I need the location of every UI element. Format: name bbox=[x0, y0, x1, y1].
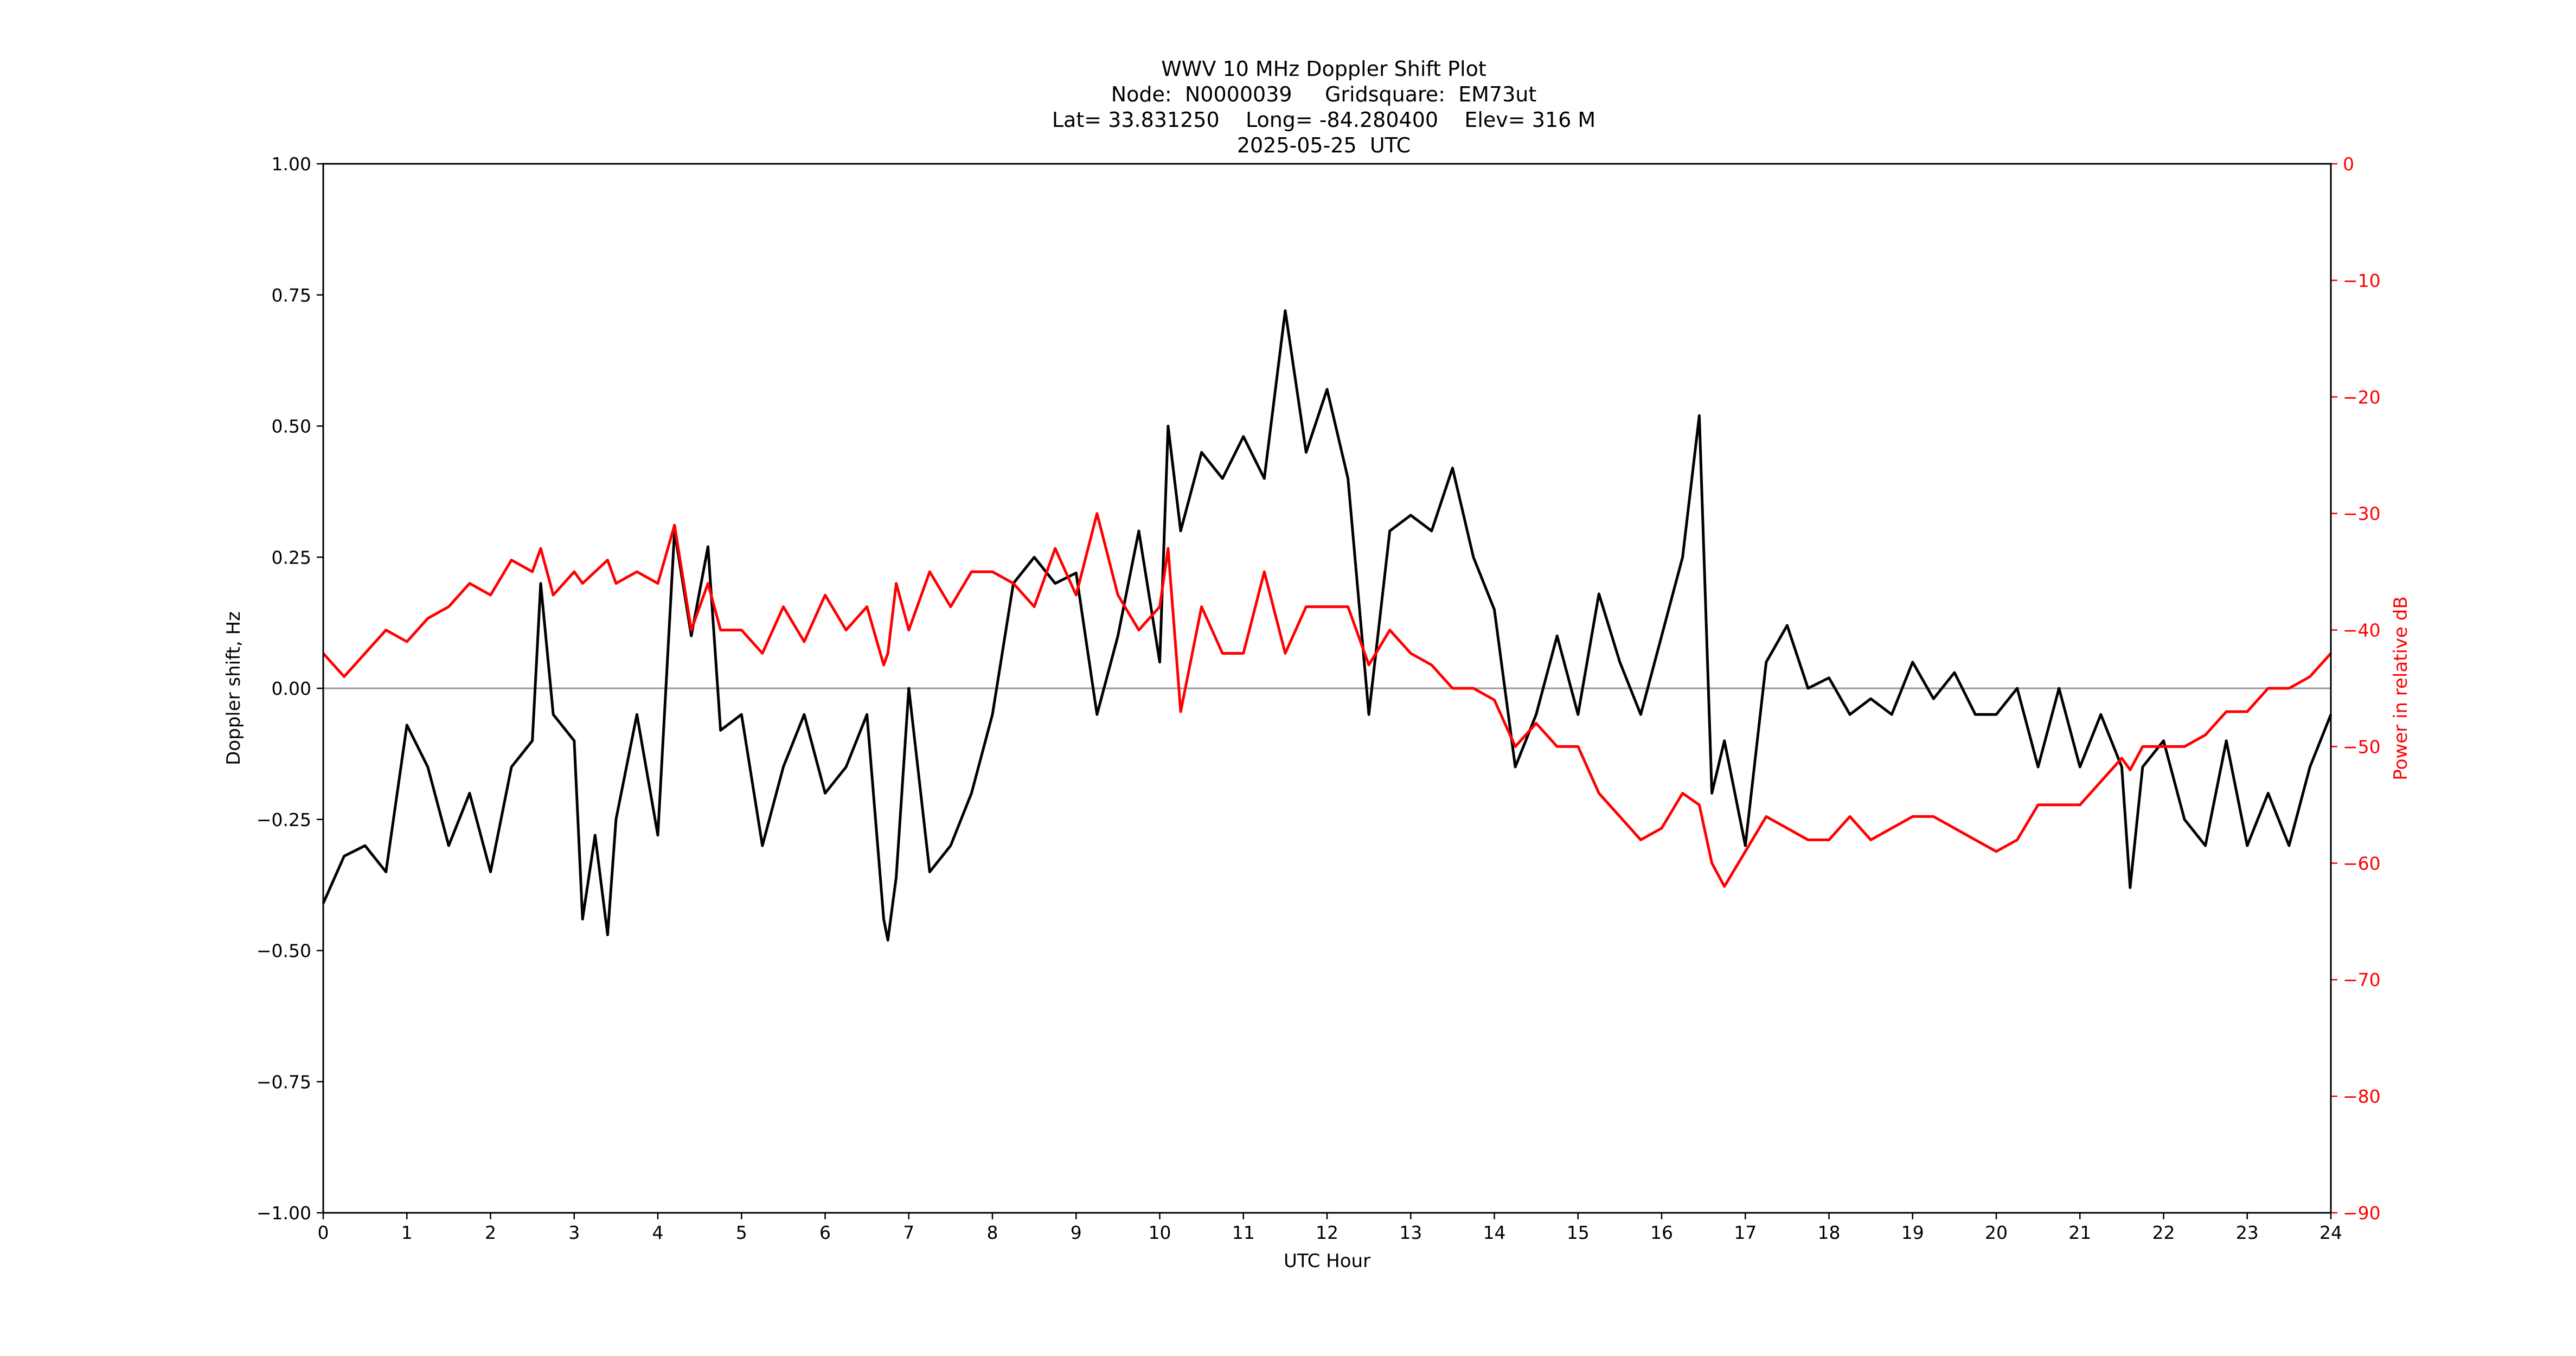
y2-tick-label: −90 bbox=[2343, 1203, 2381, 1224]
y2-axis-label: Power in relative dB bbox=[2390, 596, 2412, 780]
x-tick-label: 7 bbox=[903, 1222, 914, 1243]
axes-frame bbox=[322, 163, 2332, 1214]
doppler-series-line bbox=[322, 309, 2333, 942]
x-axis-label: UTC Hour bbox=[1284, 1250, 1370, 1272]
y-tick-label: −0.75 bbox=[257, 1071, 311, 1092]
x-tick-label: 12 bbox=[1316, 1222, 1338, 1243]
x-tick-label: 10 bbox=[1149, 1222, 1171, 1243]
x-tick-label: 0 bbox=[318, 1222, 329, 1243]
x-tick-label: 8 bbox=[987, 1222, 998, 1243]
x-tick-label: 24 bbox=[2319, 1222, 2342, 1243]
x-tick-label: 6 bbox=[819, 1222, 831, 1243]
y-tick-label: 0.25 bbox=[272, 547, 311, 568]
chart-subtitle-date: 2025-05-25 UTC bbox=[1237, 133, 1411, 157]
x-tick-label: 2 bbox=[485, 1222, 496, 1243]
x-tick-label: 4 bbox=[652, 1222, 664, 1243]
y-tick-label: −0.50 bbox=[257, 941, 311, 962]
x-tick-label: 16 bbox=[1650, 1222, 1673, 1243]
y2-tick-label: −50 bbox=[2343, 736, 2381, 757]
x-tick-label: 9 bbox=[1071, 1222, 1082, 1243]
x-tick-label: 1 bbox=[401, 1222, 413, 1243]
chart-title: WWV 10 MHz Doppler Shift Plot bbox=[1161, 57, 1486, 81]
x-tick-label: 17 bbox=[1734, 1222, 1757, 1243]
y2-tick-label: −20 bbox=[2343, 387, 2381, 408]
y2-tick-label: −10 bbox=[2343, 270, 2381, 291]
y2-tick-label: −70 bbox=[2343, 969, 2381, 990]
y-tick-label: −0.25 bbox=[257, 809, 311, 830]
y-tick-label: 1.00 bbox=[272, 153, 311, 175]
y2-tick-label: −60 bbox=[2343, 853, 2381, 874]
y-tick-label: 0.00 bbox=[272, 678, 311, 699]
x-tick-label: 11 bbox=[1232, 1222, 1255, 1243]
y2-tick-label: −80 bbox=[2343, 1086, 2381, 1107]
x-tick-label: 13 bbox=[1399, 1222, 1422, 1243]
x-tick-label: 21 bbox=[2068, 1222, 2091, 1243]
x-tick-label: 20 bbox=[1985, 1222, 2008, 1243]
y2-tick-label: −40 bbox=[2343, 620, 2381, 641]
y-tick-label: −1.00 bbox=[257, 1203, 311, 1224]
y2-tick-label: −30 bbox=[2343, 503, 2381, 525]
x-tick-label: 5 bbox=[736, 1222, 747, 1243]
y-tick-label: 0.75 bbox=[272, 285, 311, 306]
x-tick-label: 22 bbox=[2152, 1222, 2175, 1243]
x-tick-label: 14 bbox=[1483, 1222, 1506, 1243]
chart-subtitle-node: Node: N0000039 Gridsquare: EM73ut bbox=[1111, 82, 1537, 106]
y-tick-label: 0.50 bbox=[272, 416, 311, 437]
chart-subtitle-location: Lat= 33.831250 Long= -84.280400 Elev= 31… bbox=[1052, 108, 1595, 132]
x-tick-label: 15 bbox=[1567, 1222, 1590, 1243]
y2-tick-label: 0 bbox=[2343, 153, 2354, 175]
plot-area: 0 1 2 3 4 5 6 7 8 9 10 11 12 13 14 15 16 17 18 19 20 21 22 23 24… bbox=[257, 153, 2381, 1243]
x-tick-label: 3 bbox=[568, 1222, 580, 1243]
x-tick-label: 19 bbox=[1901, 1222, 1924, 1243]
x-tick-label: 18 bbox=[1818, 1222, 1841, 1243]
x-tick-label: 23 bbox=[2236, 1222, 2259, 1243]
power-series-line bbox=[322, 512, 2332, 888]
y-axis-label: Doppler shift, Hz bbox=[223, 611, 245, 765]
